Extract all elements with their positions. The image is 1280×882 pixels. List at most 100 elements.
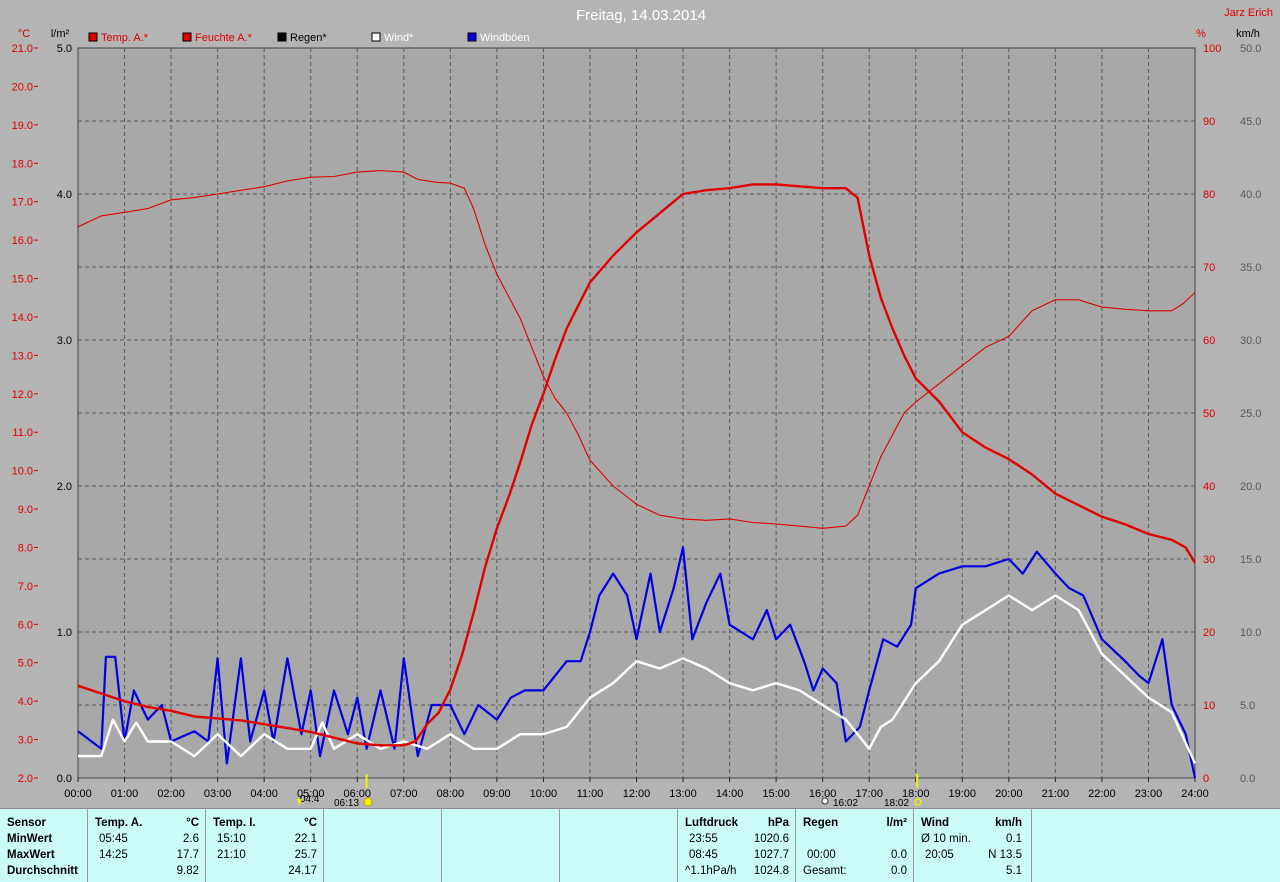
stats-temp-i-column: Temp. I. °C 15:10 22.1 21:10 25.7 24.17 xyxy=(206,809,324,882)
x-tick-label: 06:00 xyxy=(343,788,371,800)
x-tick-label: 10:00 xyxy=(530,788,558,800)
stats-empty-column xyxy=(324,809,442,882)
x-tick-label: 22:00 xyxy=(1088,788,1116,800)
moonrise-time: 04:4 xyxy=(300,794,320,805)
x-tick-label: 18:00 xyxy=(902,788,930,800)
stats-value: 9.82 xyxy=(176,865,199,877)
x-tick-label: 03:00 xyxy=(204,788,232,800)
moonset-time: 16:02 xyxy=(833,798,858,808)
wind-tick-label: 0.0 xyxy=(1240,773,1255,785)
stats-value: 17.7 xyxy=(176,849,199,861)
stats-value: 25.7 xyxy=(294,849,317,861)
wind-tick-label: 30.0 xyxy=(1240,335,1261,347)
statistics-bar: Sensor MinWert MaxWert Durchschnitt Temp… xyxy=(0,808,1280,882)
stats-temp-a-header: Temp. A. xyxy=(95,817,143,829)
temp-tick-label: 15.0 xyxy=(12,274,33,286)
humidity-tick-label: 90 xyxy=(1203,116,1215,128)
temp-tick-label: 13.0 xyxy=(12,350,33,362)
stats-time: 14:25 xyxy=(99,849,128,861)
stats-row-label: MaxWert xyxy=(7,849,55,861)
stats-time: 20:05 xyxy=(925,849,954,861)
legend-swatch xyxy=(88,32,98,42)
legend-swatch xyxy=(467,32,477,42)
temp-tick-label: 21.0 xyxy=(12,43,33,55)
stats-temp-i-header: Temp. I. xyxy=(213,817,256,829)
series-line-windb-en xyxy=(77,546,1197,779)
rain-unit-label: l/m² xyxy=(51,28,70,40)
x-tick-label: 17:00 xyxy=(855,788,883,800)
temp-tick-label: 12.0 xyxy=(12,389,33,401)
sunset-icon xyxy=(914,798,922,806)
legend-label: Windböen xyxy=(480,32,530,44)
weather-chart: Freitag, 14.03.2014 Jarz Erich °C l/m² %… xyxy=(12,7,1273,808)
temp-tick-label: 14.0 xyxy=(12,312,33,324)
legend-label: Wind* xyxy=(384,32,414,44)
x-tick-label: 21:00 xyxy=(1042,788,1070,800)
stats-rain-column: Regen l/m² 00:00 0.0 Gesamt: 0.0 xyxy=(796,809,914,882)
moonset-icon xyxy=(821,797,829,805)
series-line-wind xyxy=(78,594,1197,764)
stats-time: 15:10 xyxy=(217,833,246,845)
x-tick-label: 24:00 xyxy=(1181,788,1209,800)
wind-unit-label: km/h xyxy=(1236,28,1260,40)
stats-time: 05:45 xyxy=(99,833,128,845)
stats-rain-total-label: Gesamt: xyxy=(803,865,847,877)
series-line-temp-a xyxy=(77,183,1197,747)
x-tick-label: 16:00 xyxy=(809,788,837,800)
humidity-tick-label: 20 xyxy=(1203,627,1215,639)
humidity-tick-label: 30 xyxy=(1203,554,1215,566)
humidity-tick-label: 80 xyxy=(1203,189,1215,201)
temp-tick-label: 2.0 xyxy=(18,773,33,785)
legend-swatch xyxy=(371,32,381,42)
temp-tick-label: 11.0 xyxy=(12,427,33,439)
rain-tick-label: 0.0 xyxy=(57,773,72,785)
sunrise-time: 06:13 xyxy=(334,798,359,808)
temp-tick-label: 20.0 xyxy=(12,81,33,93)
humidity-unit-label: % xyxy=(1196,28,1206,40)
wind-tick-label: 25.0 xyxy=(1240,408,1261,420)
stats-row-label: MinWert xyxy=(7,833,53,845)
stats-pressure-unit: hPa xyxy=(767,817,789,829)
x-tick-label: 01:00 xyxy=(111,788,139,800)
x-tick-label: 23:00 xyxy=(1135,788,1163,800)
stats-value: 1020.6 xyxy=(753,833,789,845)
temp-tick-label: 8.0 xyxy=(18,542,33,554)
temp-tick-label: 16.0 xyxy=(12,235,33,247)
stats-time: 21:10 xyxy=(217,849,246,861)
x-tick-label: 09:00 xyxy=(483,788,511,800)
x-tick-label: 11:00 xyxy=(577,788,604,800)
temp-tick-label: 3.0 xyxy=(18,735,33,747)
wind-tick-label: 35.0 xyxy=(1240,262,1261,274)
stats-wind-unit: km/h xyxy=(995,817,1022,829)
wind-tick-label: 20.0 xyxy=(1240,481,1261,493)
stats-rain-header: Regen xyxy=(803,817,839,829)
humidity-tick-label: 10 xyxy=(1203,700,1215,712)
grid xyxy=(78,48,1195,778)
wind-tick-label: 45.0 xyxy=(1240,116,1261,128)
temp-tick-label: 7.0 xyxy=(18,581,33,593)
humidity-tick-label: 40 xyxy=(1203,481,1215,493)
temp-tick-label: 4.0 xyxy=(18,696,33,708)
x-tick-label: 02:00 xyxy=(157,788,185,800)
stats-time: 23:55 xyxy=(689,833,718,845)
temp-tick-label: 5.0 xyxy=(18,658,33,670)
stats-temp-a-column: Temp. A. °C 05:45 2.6 14:25 17.7 9.82 xyxy=(88,809,206,882)
stats-empty-column xyxy=(442,809,560,882)
stats-pressure-trend: ^1.1hPa/h xyxy=(685,865,737,877)
stats-value: 22.1 xyxy=(294,833,317,845)
stats-value: 1024.8 xyxy=(753,865,789,877)
humidity-tick-label: 70 xyxy=(1203,262,1215,274)
rain-tick-label: 4.0 xyxy=(57,189,72,201)
wind-tick-label: 50.0 xyxy=(1240,43,1261,55)
rain-tick-label: 2.0 xyxy=(57,481,72,493)
stats-rain-unit: l/m² xyxy=(886,817,907,829)
temp-tick-label: 18.0 xyxy=(12,158,33,170)
sunset-time: 18:02 xyxy=(884,798,909,808)
temp-tick-label: 19.0 xyxy=(12,120,33,132)
rain-tick-label: 1.0 xyxy=(57,627,72,639)
stats-time: 00:00 xyxy=(807,849,836,861)
wind-tick-label: 5.0 xyxy=(1240,700,1255,712)
stats-sensor-column: Sensor MinWert MaxWert Durchschnitt xyxy=(0,809,88,882)
rain-tick-label: 5.0 xyxy=(57,43,72,55)
legend: Temp. A.* Feuchte A.* Regen* Wind* Windböen xyxy=(88,32,530,44)
